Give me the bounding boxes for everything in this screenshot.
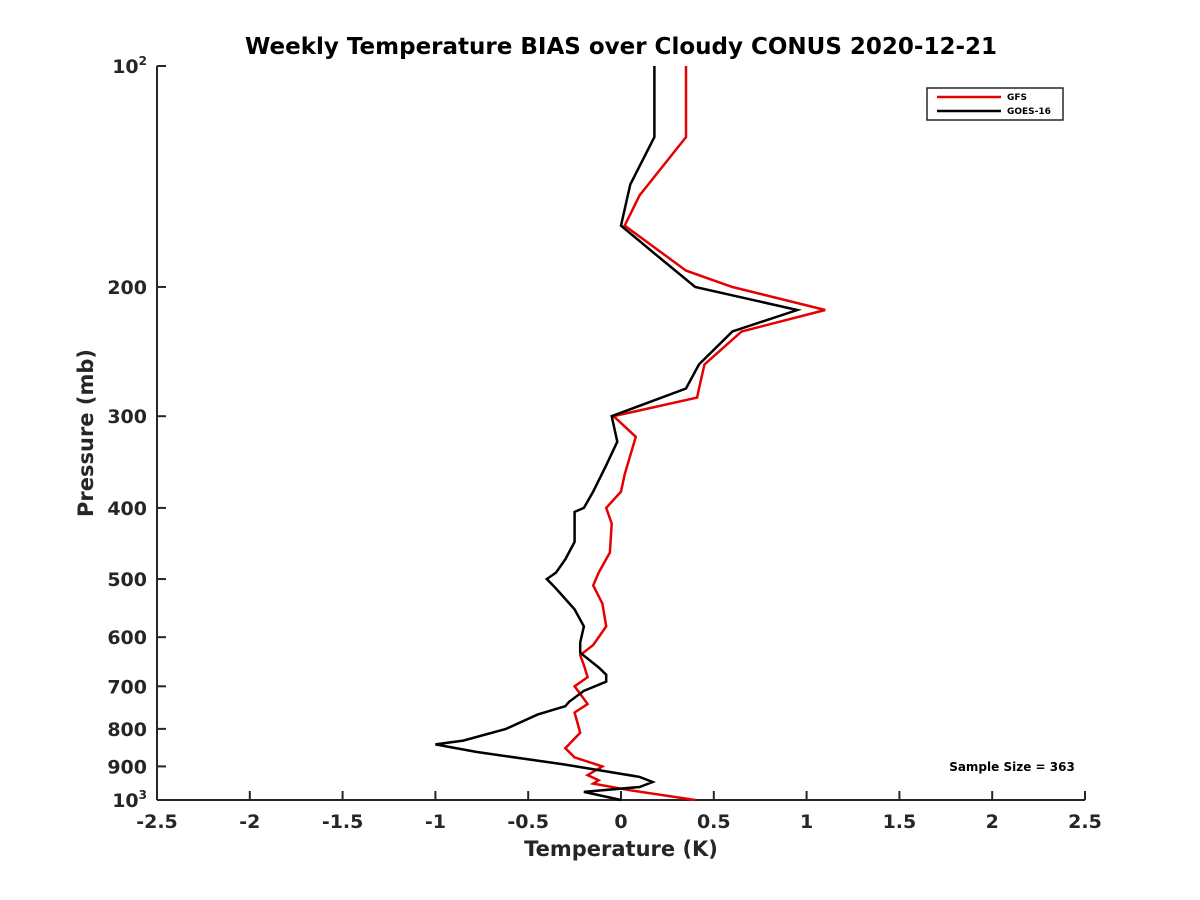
sample-size-annotation: Sample Size = 363: [949, 760, 1075, 774]
x-tick-label: -1: [425, 811, 446, 833]
legend-label: GFS: [1007, 93, 1027, 103]
y-tick-label: 900: [107, 756, 147, 778]
x-tick-label: 1.5: [883, 811, 917, 833]
chart-title: Weekly Temperature BIAS over Cloudy CONU…: [245, 34, 997, 60]
y-tick-label: 300: [107, 406, 147, 428]
y-tick-label: 200: [107, 277, 147, 299]
legend-box: [926, 87, 1064, 121]
y-tick-label: 103: [112, 788, 147, 812]
x-tick-label: 0: [614, 811, 627, 833]
legend-label: GOES-16: [1007, 107, 1051, 117]
x-tick-label: -0.5: [507, 811, 549, 833]
series-line-goes-16: [435, 66, 802, 802]
y-tick-label: 700: [107, 676, 147, 698]
x-axis-label: Temperature (K): [524, 837, 718, 861]
series-line-gfs: [563, 66, 826, 802]
y-tick-label: 500: [107, 569, 147, 591]
legend: GFS GOES-16: [926, 87, 1064, 121]
y-tick-label: 600: [107, 627, 147, 649]
series-layer: [435, 66, 826, 802]
x-tick-label: 0.5: [697, 811, 731, 833]
x-tick-label: 2: [986, 811, 999, 833]
x-tick-label: -2: [239, 811, 260, 833]
x-tick-label: 2.5: [1068, 811, 1102, 833]
y-tick-label: 400: [107, 498, 147, 520]
x-tick-label: -2.5: [136, 811, 178, 833]
x-tick-label: -1.5: [322, 811, 364, 833]
y-axis-label: Pressure (mb): [74, 349, 98, 517]
y-tick-label: 102: [112, 54, 147, 78]
x-tick-label: 1: [800, 811, 813, 833]
y-tick-label: 800: [107, 719, 147, 741]
